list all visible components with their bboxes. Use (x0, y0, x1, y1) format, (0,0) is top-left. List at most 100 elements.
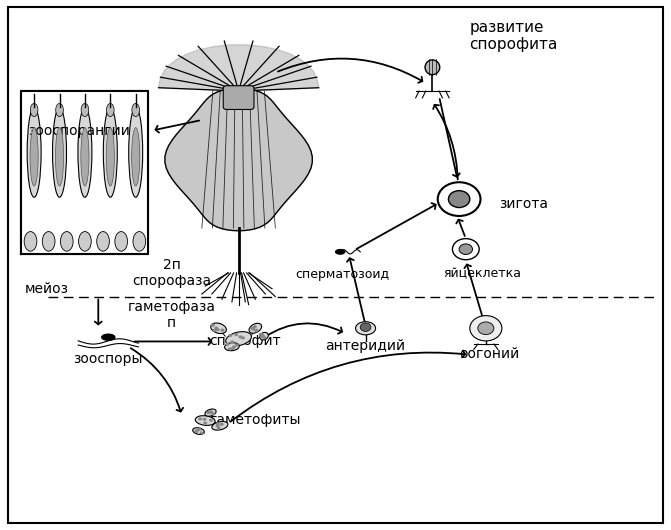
Circle shape (437, 182, 480, 216)
Ellipse shape (24, 232, 37, 251)
Circle shape (448, 191, 470, 208)
Ellipse shape (425, 60, 440, 75)
Ellipse shape (56, 128, 64, 186)
Circle shape (250, 326, 254, 330)
Ellipse shape (27, 108, 41, 197)
Circle shape (219, 423, 223, 426)
Ellipse shape (52, 108, 66, 197)
Text: спорофит: спорофит (209, 334, 281, 348)
Ellipse shape (225, 343, 240, 351)
Ellipse shape (129, 108, 143, 197)
Circle shape (210, 411, 214, 414)
Text: гаметофиты: гаметофиты (209, 413, 301, 427)
Ellipse shape (78, 108, 92, 197)
Circle shape (221, 329, 225, 332)
Circle shape (216, 422, 220, 426)
Circle shape (195, 430, 199, 433)
Bar (21, 91, 148, 254)
Ellipse shape (132, 128, 140, 186)
Ellipse shape (132, 103, 140, 117)
Text: яйцеклетка: яйцеклетка (444, 268, 521, 281)
Ellipse shape (115, 232, 127, 251)
Text: зигота: зигота (499, 197, 548, 211)
Text: мейоз: мейоз (25, 282, 68, 296)
Ellipse shape (81, 103, 89, 117)
Circle shape (203, 418, 207, 421)
Ellipse shape (81, 128, 89, 186)
Circle shape (251, 328, 255, 331)
Circle shape (230, 340, 234, 343)
Ellipse shape (79, 232, 91, 251)
Circle shape (235, 343, 239, 347)
Ellipse shape (249, 323, 262, 333)
Ellipse shape (211, 323, 226, 333)
Circle shape (254, 329, 258, 332)
Circle shape (238, 335, 242, 339)
Ellipse shape (106, 128, 114, 186)
Ellipse shape (30, 128, 38, 186)
Ellipse shape (42, 232, 55, 251)
Circle shape (254, 329, 258, 332)
Circle shape (214, 326, 218, 330)
Circle shape (207, 411, 211, 414)
Circle shape (231, 346, 236, 349)
Ellipse shape (107, 103, 114, 117)
Circle shape (260, 334, 263, 338)
Polygon shape (165, 89, 312, 231)
Circle shape (228, 347, 232, 350)
Circle shape (231, 347, 235, 350)
Ellipse shape (260, 332, 268, 340)
Text: зооспорангии: зооспорангии (28, 123, 130, 138)
Circle shape (259, 333, 263, 336)
Ellipse shape (103, 108, 117, 197)
Circle shape (199, 431, 203, 435)
Ellipse shape (193, 428, 205, 435)
Ellipse shape (195, 416, 215, 426)
Circle shape (452, 238, 479, 260)
Circle shape (260, 334, 264, 337)
Circle shape (215, 424, 219, 427)
Circle shape (228, 334, 232, 337)
Circle shape (260, 334, 264, 338)
Circle shape (211, 323, 215, 326)
Circle shape (470, 315, 502, 341)
Circle shape (225, 343, 229, 346)
Circle shape (459, 244, 472, 254)
Circle shape (195, 429, 199, 432)
Circle shape (253, 325, 257, 328)
Circle shape (217, 426, 221, 429)
Text: зооспоры: зооспоры (74, 352, 143, 366)
Text: 2п
спорофаза: 2п спорофаза (132, 258, 211, 288)
Circle shape (198, 417, 202, 420)
Circle shape (241, 337, 245, 340)
Text: развитие
спорофита: развитие спорофита (469, 20, 558, 52)
Circle shape (234, 333, 238, 336)
Circle shape (213, 329, 217, 332)
Circle shape (216, 328, 220, 331)
Polygon shape (158, 45, 319, 91)
Text: сперматозоид: сперматозоид (295, 268, 389, 281)
Text: гаметофаза
п: гаметофаза п (127, 300, 216, 330)
Circle shape (360, 323, 371, 331)
Ellipse shape (97, 232, 109, 251)
Ellipse shape (212, 421, 228, 430)
Ellipse shape (205, 409, 216, 416)
Circle shape (209, 419, 213, 422)
Ellipse shape (336, 250, 345, 254)
Circle shape (203, 421, 207, 425)
Ellipse shape (56, 103, 63, 117)
Ellipse shape (101, 334, 115, 340)
Circle shape (211, 412, 215, 416)
Text: оогоний: оогоний (459, 347, 519, 361)
Circle shape (209, 410, 213, 413)
Ellipse shape (225, 332, 252, 346)
Text: антеридий: антеридий (325, 339, 406, 353)
Circle shape (478, 322, 494, 334)
Circle shape (262, 336, 266, 339)
Ellipse shape (60, 232, 73, 251)
Ellipse shape (133, 232, 146, 251)
Ellipse shape (356, 322, 376, 335)
Ellipse shape (30, 103, 38, 117)
FancyBboxPatch shape (223, 86, 254, 110)
Circle shape (197, 428, 201, 431)
